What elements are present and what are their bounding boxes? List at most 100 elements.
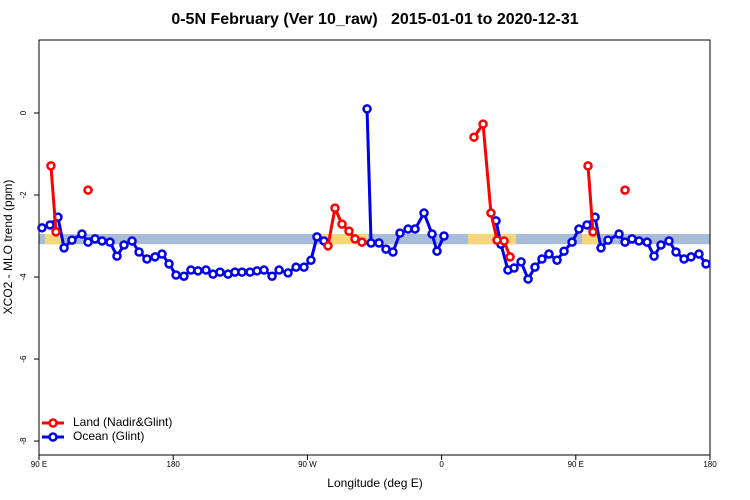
point — [410, 224, 420, 234]
point — [46, 161, 56, 171]
x-tick-label: 180 — [703, 460, 717, 469]
point — [267, 271, 277, 281]
chart-title: 0-5N February (Ver 10_raw) 2015-01-01 to… — [171, 11, 578, 28]
point — [478, 119, 488, 129]
point — [193, 266, 203, 276]
point — [509, 263, 519, 273]
point — [439, 231, 449, 241]
point — [620, 237, 630, 247]
point — [215, 267, 225, 277]
point — [614, 229, 624, 239]
point — [330, 203, 340, 213]
point — [323, 241, 333, 251]
point — [574, 224, 584, 234]
point — [112, 251, 122, 261]
point — [291, 262, 301, 272]
point — [366, 238, 376, 248]
point — [590, 212, 600, 222]
point — [567, 237, 577, 247]
point — [357, 237, 367, 247]
point — [552, 255, 562, 265]
point — [523, 274, 533, 284]
x-tick-label: 90 E — [568, 460, 584, 469]
legend-marker — [48, 418, 58, 428]
point — [259, 265, 269, 275]
point — [559, 246, 569, 256]
point — [59, 243, 69, 253]
x-tick-label: 0 — [439, 460, 444, 469]
point — [53, 212, 63, 222]
point — [134, 247, 144, 257]
point — [237, 267, 247, 277]
point — [83, 185, 93, 195]
point — [283, 268, 293, 278]
point — [505, 252, 515, 262]
point — [388, 247, 398, 257]
point — [164, 259, 174, 269]
point — [686, 252, 696, 262]
point — [105, 237, 115, 247]
plot-frame — [38, 39, 711, 456]
point — [299, 262, 309, 272]
y-tick-label: -8 — [19, 437, 28, 445]
y-tick-label: -4 — [19, 273, 28, 281]
point — [603, 235, 613, 245]
point — [362, 104, 372, 114]
point — [344, 226, 354, 236]
point — [201, 265, 211, 275]
x-tick-label: 90 E — [31, 460, 47, 469]
point — [77, 229, 87, 239]
point — [83, 237, 93, 247]
point — [171, 270, 181, 280]
band-highlight — [467, 233, 517, 245]
y-tick-label: 0 — [19, 110, 28, 115]
reference-band — [39, 233, 710, 245]
legend-marker — [48, 432, 58, 442]
point — [620, 185, 630, 195]
point — [274, 265, 284, 275]
point — [701, 259, 711, 269]
point — [642, 237, 652, 247]
point — [419, 208, 429, 218]
point — [649, 251, 659, 261]
x-tick-label: 180 — [167, 460, 181, 469]
y-tick-label: -6 — [19, 355, 28, 363]
point — [432, 246, 442, 256]
point — [350, 234, 360, 244]
point — [312, 232, 322, 242]
point — [427, 229, 437, 239]
point — [374, 238, 384, 248]
point — [37, 223, 47, 233]
point — [583, 161, 593, 171]
point — [157, 249, 167, 259]
point — [664, 236, 674, 246]
y-axis-label: XCO2 - MLO trend (ppm) — [1, 180, 15, 315]
band-highlight — [44, 233, 62, 245]
point — [67, 235, 77, 245]
point — [544, 249, 554, 259]
point — [656, 240, 666, 250]
point — [45, 220, 55, 230]
point — [486, 208, 496, 218]
band-highlight — [321, 233, 368, 245]
point — [179, 271, 189, 281]
point — [537, 254, 547, 264]
point — [337, 219, 347, 229]
band-highlight — [582, 233, 599, 245]
x-axis-label: Longitude (deg E) — [327, 476, 422, 490]
point — [530, 262, 540, 272]
point — [395, 228, 405, 238]
point — [469, 132, 479, 142]
y-tick-label: -2 — [19, 191, 28, 199]
point — [582, 220, 592, 230]
point — [694, 249, 704, 259]
point — [306, 255, 316, 265]
legend-label: Ocean (Glint) — [73, 429, 144, 443]
point — [119, 240, 129, 250]
point — [634, 236, 644, 246]
point — [671, 247, 681, 257]
point — [142, 254, 152, 264]
legend-label: Land (Nadir&Glint) — [73, 415, 172, 429]
